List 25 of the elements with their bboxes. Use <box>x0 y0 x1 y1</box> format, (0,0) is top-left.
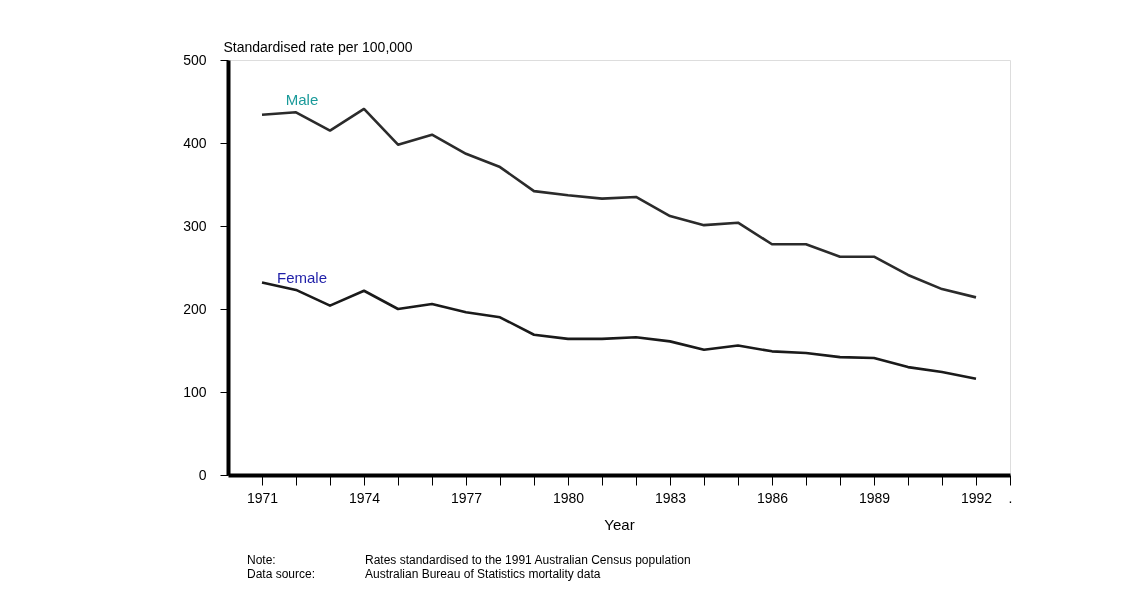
x-tick-label: 1971 <box>246 489 279 506</box>
text: Note: <box>247 553 276 567</box>
text: Australian Bureau of Statistics mortality data <box>365 567 601 581</box>
series-label: Male <box>285 91 319 109</box>
x-tick-label: . <box>1008 489 1013 506</box>
y-tick-label: 200 <box>183 300 207 317</box>
y-tick-label: 100 <box>183 383 207 400</box>
source-note: Data source: <box>247 567 316 581</box>
y-tick-label: 400 <box>183 134 207 151</box>
x-tick-label: 1992 <box>960 489 993 506</box>
x-tick-label: 1989 <box>858 489 891 506</box>
y-tick-label: 300 <box>183 217 207 234</box>
y-axis-title: Standardised rate per 100,000 <box>223 38 413 55</box>
x-tick-label: 1977 <box>450 489 483 506</box>
series-label: Female <box>276 268 328 286</box>
x-tick-label: 1986 <box>756 489 789 506</box>
y-tick-label: 0 <box>198 466 207 483</box>
line-series <box>260 281 978 381</box>
line-series <box>260 107 978 299</box>
x-tick-label: 1974 <box>348 489 381 506</box>
x-axis-title: Year <box>604 515 635 533</box>
text: Rates standardised to the 1991 Australian Census population <box>365 553 691 567</box>
x-tick-label: 1980 <box>552 489 585 506</box>
x-tick-label: 1983 <box>654 489 687 506</box>
y-tick-label: 500 <box>183 51 207 68</box>
